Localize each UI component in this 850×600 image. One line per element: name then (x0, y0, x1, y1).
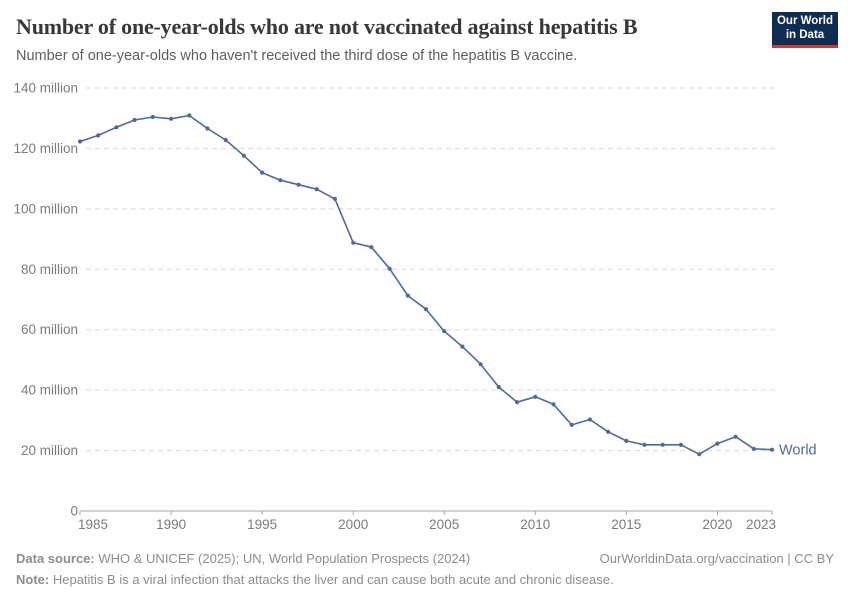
y-tick-label: 40 million (21, 383, 78, 398)
data-point[interactable] (132, 117, 137, 123)
data-point[interactable] (187, 113, 192, 118)
series-line-world[interactable] (79, 114, 773, 456)
data-point[interactable] (351, 240, 356, 245)
data-point[interactable] (442, 329, 447, 334)
data-point[interactable] (314, 187, 319, 192)
page-subtitle: Number of one-year-olds who haven't rece… (16, 48, 578, 64)
y-tick-label: 0 (70, 504, 78, 519)
attribution-link[interactable]: OurWorldinData.org/vaccination | CC BY (599, 551, 834, 566)
data-point[interactable] (715, 441, 720, 446)
data-point[interactable] (114, 125, 119, 130)
y-tick-label: 140 million (13, 81, 78, 96)
page-title: Number of one-year-olds who are not vacc… (16, 14, 638, 39)
owid-logo[interactable]: Our World in Data (772, 12, 838, 48)
data-point[interactable] (624, 438, 629, 443)
data-point[interactable] (423, 307, 429, 312)
data-point[interactable] (205, 126, 210, 131)
y-tick-label: 80 million (21, 262, 78, 277)
x-tick-label: 2020 (702, 517, 732, 532)
footer-source-row: Data source: WHO & UNICEF (2025); UN, Wo… (16, 548, 834, 569)
data-point[interactable] (77, 139, 83, 144)
data-point[interactable] (533, 394, 538, 399)
data-point[interactable] (551, 402, 556, 407)
data-point[interactable] (697, 452, 702, 457)
data-point[interactable] (587, 417, 593, 422)
data-point[interactable] (150, 114, 155, 120)
data-point[interactable] (733, 434, 738, 439)
x-tick-label: 2015 (611, 517, 641, 532)
data-source-text: Data source: WHO & UNICEF (2025); UN, Wo… (16, 551, 471, 566)
data-point[interactable] (678, 442, 684, 447)
data-source-label: Data source: (16, 551, 95, 566)
data-point[interactable] (606, 429, 611, 434)
x-tick-label: 1990 (156, 517, 186, 532)
x-tick-label: 2005 (429, 517, 459, 532)
y-tick-label: 100 million (13, 201, 78, 216)
y-tick-label: 120 million (13, 141, 78, 156)
x-tick-label: 2023 (746, 517, 776, 532)
y-tick-label: 60 million (21, 322, 78, 337)
data-point[interactable] (642, 442, 647, 447)
data-point[interactable] (260, 170, 265, 175)
y-tick-label: 20 million (21, 443, 78, 458)
data-point[interactable] (405, 293, 410, 298)
x-tick-label: 1985 (78, 517, 108, 532)
data-point[interactable] (296, 182, 301, 187)
chart-footer: Data source: WHO & UNICEF (2025); UN, Wo… (16, 548, 834, 591)
data-point[interactable] (751, 446, 756, 451)
series-end-label[interactable]: World (779, 443, 817, 459)
owid-logo-line2: in Data (785, 28, 825, 41)
data-point[interactable] (660, 442, 665, 447)
x-tick-label: 2000 (338, 517, 368, 532)
data-point[interactable] (569, 422, 574, 427)
data-point[interactable] (515, 400, 520, 405)
owid-logo-line1: Our World (776, 14, 833, 27)
data-point[interactable] (460, 344, 465, 349)
note-label: Note: (16, 572, 50, 588)
footer-note-row: Note: Hepatitis B is a viral infection t… (16, 572, 614, 588)
data-point[interactable] (769, 447, 775, 452)
data-point[interactable] (169, 116, 174, 121)
data-point[interactable] (369, 245, 374, 250)
data-point[interactable] (223, 137, 228, 143)
x-tick-label: 1995 (247, 517, 277, 532)
data-point[interactable] (478, 362, 483, 367)
x-tick-label: 2010 (520, 517, 550, 532)
data-point[interactable] (241, 153, 246, 158)
data-point[interactable] (332, 196, 337, 201)
data-point[interactable] (278, 178, 283, 183)
data-point[interactable] (496, 385, 501, 390)
data-point[interactable] (96, 133, 101, 138)
data-point[interactable] (387, 266, 392, 271)
